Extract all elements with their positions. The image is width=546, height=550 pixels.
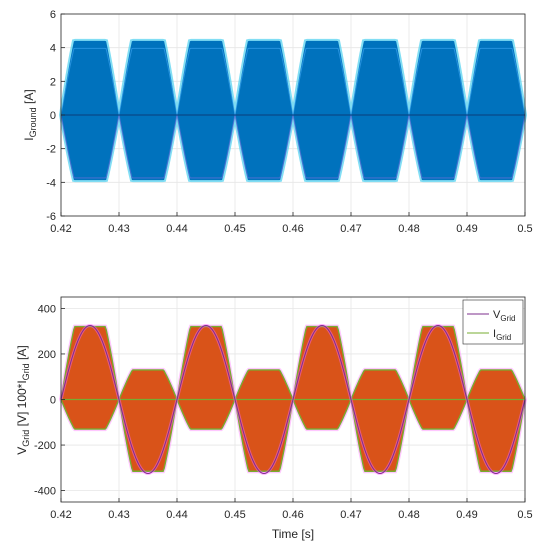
y-tick-label: -400 bbox=[34, 486, 56, 498]
y-tick-label: 0 bbox=[50, 110, 56, 122]
x-tick-label: 0.48 bbox=[398, 509, 419, 521]
y-tick-label: 0 bbox=[50, 395, 56, 407]
legend-igrid-main: I bbox=[493, 328, 496, 340]
data-area bbox=[58, 323, 528, 476]
y-axis-label: VGrid [V] 100*IGrid [A] bbox=[15, 345, 31, 454]
y-tick-label: 6 bbox=[50, 9, 56, 21]
ticks: 0.42 0.43 0.44 0.45 0.46 0.47 0.48 0.49 0.5 -6 -4 -… bbox=[46, 9, 532, 235]
y-tick-label: -200 bbox=[34, 440, 56, 452]
x-tick-label: 0.43 bbox=[108, 223, 129, 235]
ticks: 0.42 0.43 0.44 0.45 0.46 0.47 0.48 0.49 0.5 -400 -… bbox=[34, 303, 533, 521]
y-label-suffix: [A] bbox=[22, 89, 36, 107]
x-tick-label: 0.46 bbox=[282, 223, 303, 235]
ground-current-panel: 0.42 0.43 0.44 0.45 0.46 0.47 0.48 0.49 0.5 -6 -4 -… bbox=[22, 9, 533, 235]
x-tick-label: 0.44 bbox=[166, 509, 187, 521]
y-label-mid: [V] 100*I bbox=[15, 380, 29, 429]
x-tick-label: 0.47 bbox=[340, 509, 361, 521]
y-label-main: I bbox=[22, 137, 36, 140]
grid-voltage-line bbox=[60, 324, 526, 475]
y-label-sub: Ground bbox=[28, 107, 38, 137]
x-tick-label: 0.48 bbox=[398, 223, 419, 235]
x-tick-label: 0.42 bbox=[50, 509, 71, 521]
x-tick-label: 0.5 bbox=[517, 509, 532, 521]
x-tick-label: 0.45 bbox=[224, 223, 245, 235]
y-tick-label: 2 bbox=[50, 76, 56, 88]
y-label-sub1: Grid bbox=[21, 430, 31, 447]
x-tick-label: 0.44 bbox=[166, 223, 187, 235]
x-tick-label: 0.47 bbox=[340, 223, 361, 235]
x-tick-label: 0.49 bbox=[456, 509, 477, 521]
y-tick-label: -2 bbox=[46, 144, 56, 156]
legend-label-igrid: IGrid bbox=[493, 328, 511, 342]
x-tick-label: 0.46 bbox=[282, 509, 303, 521]
y-tick-label: -6 bbox=[46, 211, 56, 223]
y-tick-label: 400 bbox=[38, 303, 56, 315]
y-tick-label: 200 bbox=[38, 349, 56, 361]
y-label-suffix: [A] bbox=[15, 345, 29, 363]
grid-voltage-current-panel: 0.42 0.43 0.44 0.45 0.46 0.47 0.48 0.49 0.5 -400 -… bbox=[15, 296, 533, 541]
x-tick-label: 0.42 bbox=[50, 223, 71, 235]
legend-vgrid-main: V bbox=[493, 309, 501, 321]
x-tick-label: 0.49 bbox=[456, 223, 477, 235]
data-area bbox=[58, 38, 528, 183]
x-tick-label: 0.43 bbox=[108, 509, 129, 521]
legend: VGrid IGrid bbox=[462, 299, 524, 345]
legend-label-vgrid: VGrid bbox=[493, 309, 515, 323]
y-label-prefix: V bbox=[15, 447, 29, 455]
x-tick-label: 0.5 bbox=[517, 223, 532, 235]
x-tick-label: 0.45 bbox=[224, 509, 245, 521]
y-axis-label: IGround [A] bbox=[22, 89, 38, 140]
legend-box bbox=[462, 299, 524, 345]
legend-vgrid-sub: Grid bbox=[500, 314, 515, 323]
y-tick-label: -4 bbox=[46, 177, 56, 189]
y-tick-label: 4 bbox=[50, 43, 56, 55]
x-axis-label: Time [s] bbox=[272, 527, 314, 541]
legend-igrid-sub: Grid bbox=[496, 333, 511, 342]
y-label-sub2: Grid bbox=[21, 363, 31, 380]
